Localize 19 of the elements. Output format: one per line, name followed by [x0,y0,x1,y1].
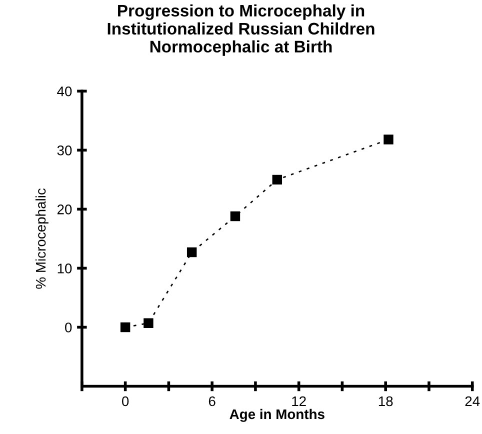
x-tick-label: 18 [378,396,393,406]
y-tick-label: 0 [65,322,72,332]
point [120,322,130,332]
x-axis-title: Age in Months [230,408,324,422]
y-tick-label: 20 [57,204,72,214]
x-tick-label: 24 [465,396,480,406]
y-tick-label: 10 [58,264,72,274]
point [144,318,154,328]
y-tick-label: 30 [57,146,72,156]
x-tick-label: 12 [292,396,306,406]
y-axis-title: % Microcephalic [35,188,48,289]
point [230,211,240,222]
point [272,174,282,185]
point [384,134,394,144]
chart-title: Progression to Microcephaly in Institutionalized Russian Children Normocephalic at Birth [108,4,374,56]
x-tick-label: 0 [122,396,129,406]
x-tick-label: 6 [208,396,216,406]
point [186,247,197,258]
y-tick-label: 40 [57,86,72,96]
